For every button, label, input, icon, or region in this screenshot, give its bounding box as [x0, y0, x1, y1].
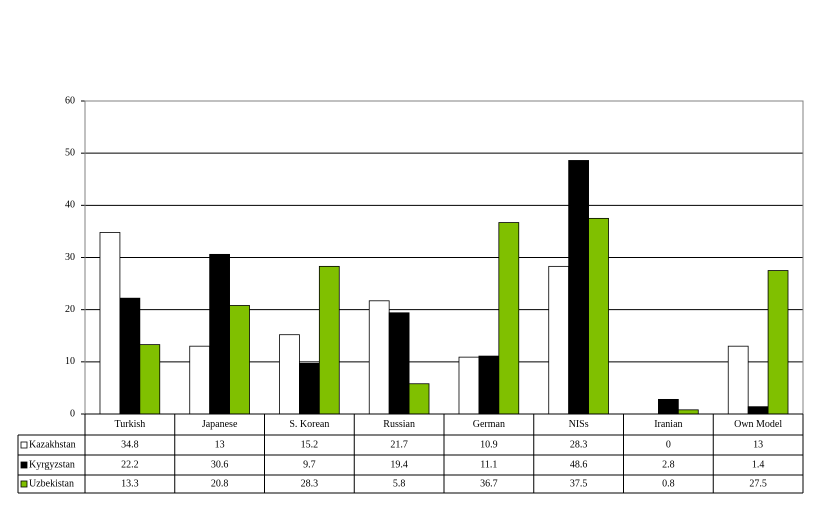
bar [727, 345, 749, 415]
bar [677, 409, 699, 415]
table-value: 48.6 [570, 459, 588, 470]
y-tick-label: 50 [65, 147, 75, 158]
y-tick-label: 10 [65, 356, 75, 367]
bar [478, 355, 500, 415]
legend-label: Kazakhstan [29, 439, 76, 450]
bar [388, 312, 410, 415]
bar [99, 232, 121, 415]
bar [588, 217, 609, 415]
table-value: 21.7 [390, 439, 408, 450]
table-value: 0 [666, 439, 671, 450]
table-value: 1.4 [752, 459, 765, 470]
y-tick-label: 0 [70, 408, 75, 419]
table-value: 28.3 [570, 439, 588, 450]
bar [767, 270, 789, 415]
table-value: 28.3 [301, 478, 319, 489]
y-tick-label: 40 [65, 200, 75, 211]
legend-key [20, 441, 28, 449]
bar [458, 356, 480, 415]
table-value: 15.2 [301, 439, 319, 450]
table-value: 9.7 [303, 459, 316, 470]
bar [658, 398, 679, 415]
x-tick-label: German [473, 419, 505, 430]
bar [408, 383, 430, 415]
legend-label: Kyrgyzstan [29, 459, 75, 470]
y-tick-label: 30 [65, 252, 75, 263]
bar [119, 297, 141, 415]
bar [498, 222, 520, 415]
table-value: 19.4 [390, 459, 408, 470]
y-tick-label: 60 [65, 95, 75, 106]
bar [318, 265, 340, 415]
x-tick-label: Own Model [734, 419, 782, 430]
bar [189, 345, 211, 415]
x-tick-label: Japanese [202, 419, 238, 430]
table-value: 0.8 [662, 478, 675, 489]
bar [368, 300, 390, 415]
legend-key [20, 480, 28, 488]
table-value: 13 [753, 439, 763, 450]
table-value: 10.9 [480, 439, 498, 450]
x-tick-label: NISs [569, 419, 589, 430]
bar [229, 305, 250, 415]
table-value: 27.5 [749, 478, 767, 489]
table-value: 13.3 [121, 478, 139, 489]
table-value: 13 [215, 439, 225, 450]
table-value: 34.8 [121, 439, 139, 450]
x-tick-label: Russian [383, 419, 415, 430]
table-value: 36.7 [480, 478, 498, 489]
table-value: 37.5 [570, 478, 588, 489]
table-value: 11.1 [480, 459, 497, 470]
x-tick-label: Iranian [654, 419, 682, 430]
legend-label: Uzbekistan [29, 478, 74, 489]
table-value: 20.8 [211, 478, 229, 489]
bar [568, 160, 589, 415]
bar [279, 334, 300, 415]
y-tick-label: 20 [65, 304, 75, 315]
x-tick-label: Turkish [114, 419, 145, 430]
legend-key [20, 461, 28, 469]
table-value: 2.8 [662, 459, 675, 470]
bar [747, 406, 769, 415]
bar [299, 362, 320, 415]
bar [139, 344, 161, 415]
x-tick-label: S. Korean [289, 419, 329, 430]
table-value: 30.6 [211, 459, 229, 470]
bar [548, 265, 570, 415]
bar [209, 253, 230, 415]
table-value: 22.2 [121, 459, 139, 470]
table-value: 5.8 [393, 478, 406, 489]
